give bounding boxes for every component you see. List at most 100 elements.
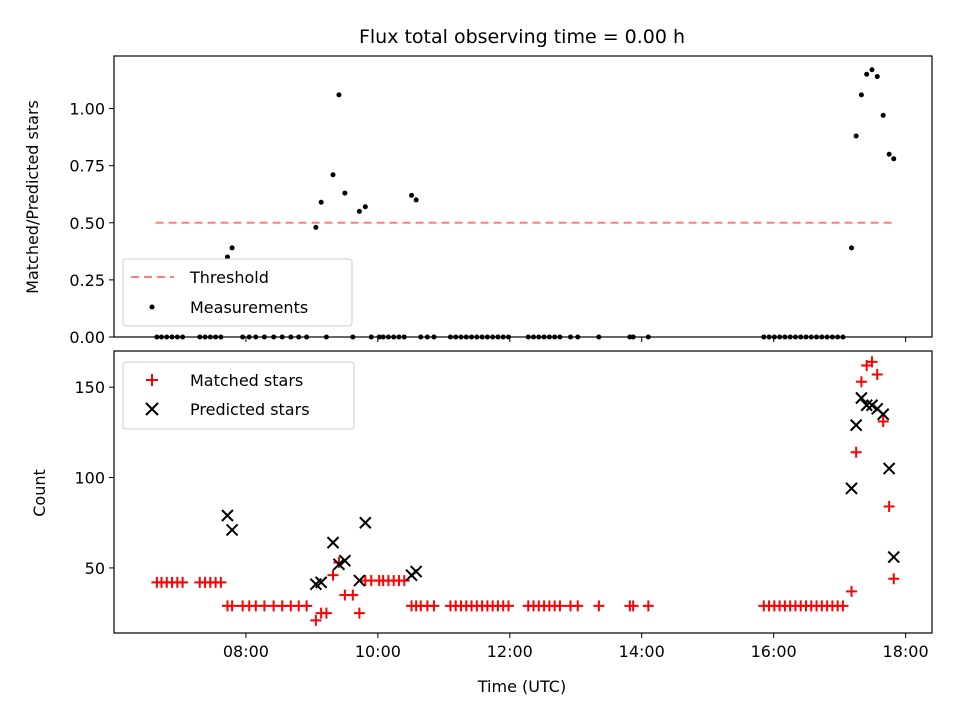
predicted-star-point (332, 558, 346, 571)
predicted-star-point (409, 565, 423, 578)
measurement-point (858, 92, 864, 98)
measurements-legend-swatch (149, 304, 155, 310)
matched-star-point (347, 589, 359, 601)
top-plot-area: 0.00 0.25 0.50 0.75 1.00 (69, 67, 907, 347)
predicted-star-d2 (225, 523, 239, 537)
measurement-point (880, 112, 886, 118)
measurement-point (886, 151, 892, 157)
predicted-star-point (326, 536, 340, 549)
measurement-point (336, 92, 342, 98)
top-y-tick-label: 0.75 (69, 157, 105, 176)
predicted-star-point (338, 554, 352, 567)
predicted-star-d2 (359, 516, 372, 529)
predicted-star-d2 (860, 399, 873, 412)
bottom-y-tick-label: 100 (74, 469, 105, 488)
bottom-legend: Matched stars Predicted stars (122, 361, 355, 430)
measurement-point (224, 254, 230, 260)
predicted-star-d2 (845, 482, 858, 495)
predicted-star-point (849, 418, 863, 432)
x-tick-label: 18:00 (883, 642, 929, 661)
predicted-star-d2 (849, 418, 863, 432)
measurement-point (330, 172, 336, 178)
predicted-star-d2 (353, 574, 366, 587)
predicted-star-d2 (326, 536, 340, 549)
predicted-star-point (876, 408, 890, 421)
measurement-point (342, 190, 348, 196)
top-axes-frame (113, 55, 933, 338)
top-legend: Threshold Measurements (122, 258, 353, 327)
x-tick-label: 10:00 (355, 642, 401, 661)
predicted-star-d2 (314, 576, 328, 589)
top-y-axis-label: Matched/Predicted stars (23, 100, 42, 294)
predicted-star-point (860, 399, 873, 412)
measurement-point (362, 204, 368, 210)
matched-star-point (855, 376, 867, 388)
measurements-legend-label: Measurements (190, 298, 308, 317)
matched-star-point (177, 576, 189, 588)
top-y-tick-label: 1.00 (69, 100, 105, 119)
measurement-point (869, 67, 875, 73)
predicted-star-d2 (855, 391, 868, 405)
matched-star-point (846, 585, 858, 597)
top-panel: Flux total observing time = 0.00 h 0.00 0… (23, 26, 933, 347)
bottom-axes-frame (113, 350, 933, 634)
matched-star-point (642, 600, 654, 612)
matched-star-point (320, 607, 332, 619)
matched-star-point (258, 600, 270, 612)
top-y-tick-label: 0.00 (69, 328, 105, 347)
matched-star-point (428, 600, 440, 612)
bottom-plot-area: 50 100 150 08:00 10:00 12:00 14:00 16:00 18:00 (74, 356, 929, 661)
measurement-point (853, 133, 859, 139)
top-legend-box (122, 258, 353, 327)
predicted-star-d2 (887, 550, 900, 564)
matched-star-point (837, 600, 849, 612)
measurement-point (318, 199, 324, 205)
matched-star-point (226, 600, 238, 612)
measurement-point (874, 74, 880, 80)
matched-star-point (398, 575, 410, 587)
measurement-point (891, 156, 897, 162)
x-tick-label: 08:00 (223, 642, 269, 661)
measurement-point (849, 245, 855, 251)
predicted-star-point (359, 516, 372, 529)
predicted-legend-label: Predicted stars (190, 400, 310, 419)
predicted-star-d2 (221, 509, 234, 522)
predicted-star-point (855, 391, 868, 405)
x-tick-label: 14:00 (619, 642, 665, 661)
x-axis-label: Time (UTC) (477, 677, 566, 696)
matched-star-point (866, 356, 878, 368)
matched-legend-label: Matched stars (190, 371, 303, 390)
top-y-tick-label: 0.25 (69, 271, 105, 290)
matched-star-point (301, 600, 313, 612)
matched-star-point (554, 600, 566, 612)
measurement-point (356, 208, 362, 214)
predicted-star-point (882, 462, 896, 475)
matched-legend-swatch (146, 374, 158, 386)
predicted-star-point (865, 399, 879, 412)
predicted-star-point (845, 482, 858, 495)
matched-star-point (593, 600, 605, 612)
predicted-star-d2 (882, 462, 896, 475)
matched-star-point (877, 416, 889, 427)
measurement-point (413, 197, 419, 203)
matched-star-point (871, 369, 883, 380)
matched-star-point (627, 600, 639, 612)
top-panel-title: Flux total observing time = 0.00 h (359, 26, 685, 48)
predicted-star-point (887, 550, 900, 564)
bottom-y-axis-label: Count (30, 469, 49, 517)
matched-star-point (883, 500, 895, 512)
matched-star-point (502, 600, 514, 612)
measurement-point (229, 245, 235, 251)
measurement-point (313, 224, 319, 230)
x-tick-label: 16:00 (751, 642, 797, 661)
predicted-star-d2 (876, 408, 890, 421)
matched-star-point (850, 446, 862, 458)
predicted-star-d2 (338, 554, 352, 567)
measurement-point (409, 192, 415, 198)
matched-star-point (310, 614, 322, 626)
predicted-star-d2 (871, 402, 884, 416)
matched-star-point (572, 600, 584, 612)
predicted-star-d2 (865, 399, 879, 412)
